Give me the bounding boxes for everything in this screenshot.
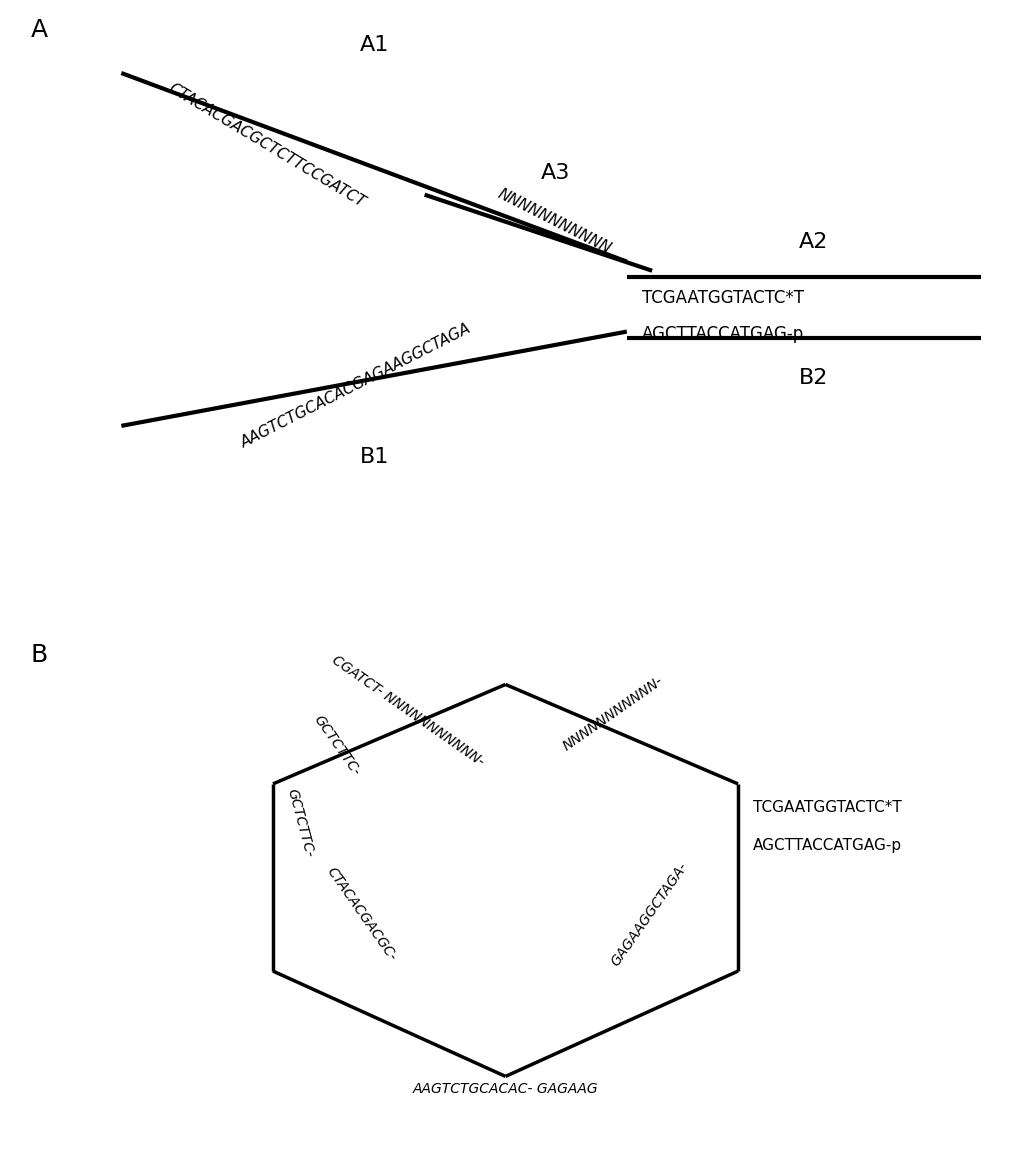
- Text: GAGAAGGCTAGA-: GAGAAGGCTAGA-: [609, 860, 691, 969]
- Text: AGCTTACCATGAG-p: AGCTTACCATGAG-p: [642, 325, 804, 344]
- Text: NNNNNNNNNNN-: NNNNNNNNNNN-: [560, 674, 665, 753]
- Text: CTACACGACGCTCTTCCGATCT: CTACACGACGCTCTTCCGATCT: [166, 81, 368, 211]
- Text: TCGAATGGTACTC*T: TCGAATGGTACTC*T: [642, 289, 804, 307]
- Text: AAGTCTGCACACGAGAAGGCTAGA: AAGTCTGCACACGAGAAGGCTAGA: [238, 321, 473, 450]
- Text: CTACACGACGC-: CTACACGACGC-: [325, 865, 399, 964]
- Text: AGCTTACCATGAG-p: AGCTTACCATGAG-p: [753, 838, 903, 853]
- Text: B1: B1: [359, 447, 389, 467]
- Text: B: B: [30, 644, 48, 668]
- Text: A1: A1: [359, 35, 389, 55]
- Text: CGATCT- NNNNNNNNNNN-: CGATCT- NNNNNNNNNNN-: [330, 653, 487, 769]
- Text: NNNNNNNNNNN: NNNNNNNNNNN: [495, 186, 614, 256]
- Text: GCTCTTC-: GCTCTTC-: [284, 787, 315, 859]
- Text: A2: A2: [799, 233, 829, 253]
- Text: TCGAATGGTACTC*T: TCGAATGGTACTC*T: [753, 800, 902, 814]
- Text: GCTCTTC-: GCTCTTC-: [311, 713, 363, 779]
- Text: B2: B2: [799, 369, 829, 388]
- Text: AAGTCTGCACAC- GAGAAG: AAGTCTGCACAC- GAGAAG: [412, 1082, 599, 1096]
- Text: A3: A3: [541, 163, 570, 183]
- Text: A: A: [30, 19, 48, 42]
